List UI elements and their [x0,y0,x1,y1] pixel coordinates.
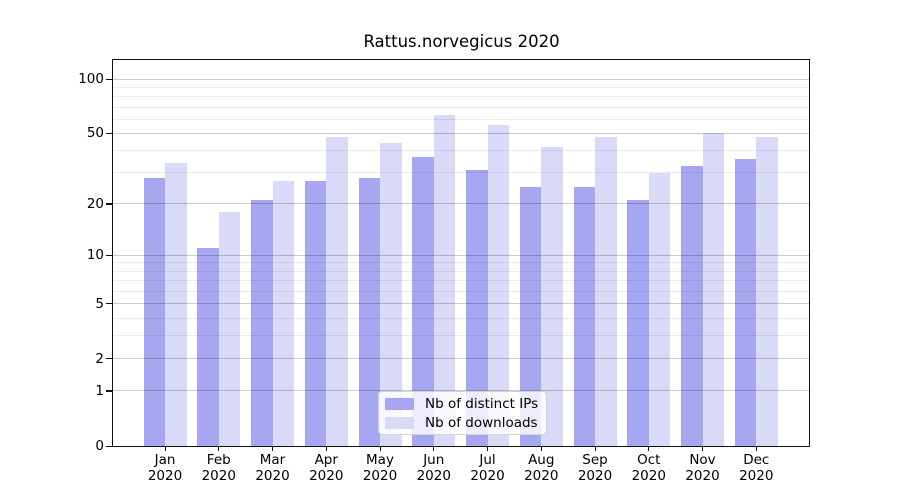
y-tick-mark-0 [106,445,112,447]
plot-area [112,59,810,447]
x-tick-label-jun: Jun 2020 [416,452,451,484]
y-tick-label-5: 5 [95,295,104,312]
y-tick-mark-1 [106,390,112,392]
bars-layer [113,60,809,446]
legend-swatch-distinct-ips [385,397,414,410]
gridline-1 [113,390,809,392]
bar-distinct-ips-aug [519,186,542,446]
legend-label-downloads: Nb of downloads [425,414,538,431]
bar-downloads-sep [595,136,617,446]
x-tick-label-jan: Jan 2020 [147,452,183,484]
grid-layer [113,60,809,446]
y-tick-mark-50 [106,132,112,135]
bar-downloads-mar [272,181,294,446]
gridline-minor-40 [113,150,809,152]
gridline-50 [113,132,809,134]
y-tick-mark-2 [106,358,112,360]
x-tick-mark-dec [755,446,757,451]
bar-distinct-ips-may [358,178,380,446]
gridline-minor-3 [113,335,809,337]
x-tick-mark-oct [648,446,650,451]
x-tick-label-may: May 2020 [362,452,398,484]
bar-distinct-ips-apr [304,181,327,446]
bar-distinct-ips-jul [466,170,488,446]
legend-item-distinct-ips: Nb of distinct IPs [379,396,546,412]
gridline-2 [113,358,809,360]
chart-title: Rattus.norvegicus 2020 [363,32,560,51]
y-tick-label-20: 20 [86,195,104,212]
x-tick-mark-jul [487,446,489,451]
legend-label-distinct-ips: Nb of distinct IPs [425,395,539,412]
bar-distinct-ips-nov [681,165,703,446]
x-tick-label-sep: Sep 2020 [577,452,613,484]
x-tick-mark-sep [594,446,596,451]
bar-downloads-may [380,143,402,446]
x-tick-mark-jun [433,446,435,451]
gridline-minor-70 [113,106,809,108]
bar-distinct-ips-feb [197,248,219,446]
gridline-minor-30 [113,172,809,174]
y-tick-mark-20 [106,203,112,205]
gridline-5 [113,303,809,305]
bar-distinct-ips-mar [251,200,273,446]
x-tick-label-jul: Jul 2020 [470,452,505,484]
x-tick-mark-aug [540,446,542,451]
x-tick-label-feb: Feb 2020 [201,452,236,484]
x-tick-label-aug: Aug 2020 [524,452,559,484]
bar-downloads-aug [541,146,563,446]
gridline-minor-90 [113,86,809,88]
y-tick-label-100: 100 [78,71,104,87]
y-tick-mark-10 [106,254,112,256]
gridline-minor-60 [113,118,809,120]
x-tick-mark-jan [164,446,166,451]
x-tick-mark-nov [702,446,704,451]
gridline-20 [113,203,809,205]
bar-downloads-dec [756,136,778,446]
x-tick-label-mar: Mar 2020 [255,452,290,484]
bar-downloads-apr [326,136,348,446]
gridline-minor-4 [113,317,809,319]
y-tick-mark-100 [106,78,112,80]
bar-downloads-jan [165,163,187,446]
y-tick-label-0: 0 [95,438,104,454]
legend: Nb of distinct IPs Nb of downloads [378,391,547,435]
x-tick-mark-apr [325,446,327,451]
legend-item-downloads: Nb of downloads [379,415,546,431]
x-tick-label-oct: Oct 2020 [631,452,666,484]
bar-distinct-ips-jun [412,156,434,446]
bar-downloads-nov [702,133,724,446]
bar-distinct-ips-oct [627,200,649,446]
gridline-10 [113,254,809,256]
bar-downloads-oct [648,172,671,446]
bar-downloads-jun [433,115,456,446]
gridline-minor-80 [113,96,809,98]
bar-distinct-ips-dec [734,158,757,446]
bar-distinct-ips-jan [143,178,165,446]
gridline-minor-6 [113,290,809,292]
y-tick-label-2: 2 [95,350,104,367]
bar-downloads-jul [487,124,509,446]
x-tick-mark-may [379,446,381,451]
x-tick-label-apr: Apr 2020 [309,452,344,484]
x-tick-mark-feb [218,446,220,451]
gridline-minor-8 [113,270,809,272]
x-tick-mark-mar [272,446,274,451]
y-tick-mark-5 [106,303,112,305]
y-tick-label-1: 1 [95,382,104,399]
bar-distinct-ips-sep [573,186,595,446]
gridline-100 [113,78,809,80]
x-tick-label-nov: Nov 2020 [685,452,720,484]
gridline-minor-9 [113,262,809,264]
y-tick-label-50: 50 [86,125,104,142]
gridline-minor-7 [113,280,809,282]
y-tick-label-10: 10 [86,247,104,264]
x-tick-label-dec: Dec 2020 [739,452,774,484]
legend-swatch-downloads [385,416,414,429]
bar-downloads-feb [218,211,241,446]
